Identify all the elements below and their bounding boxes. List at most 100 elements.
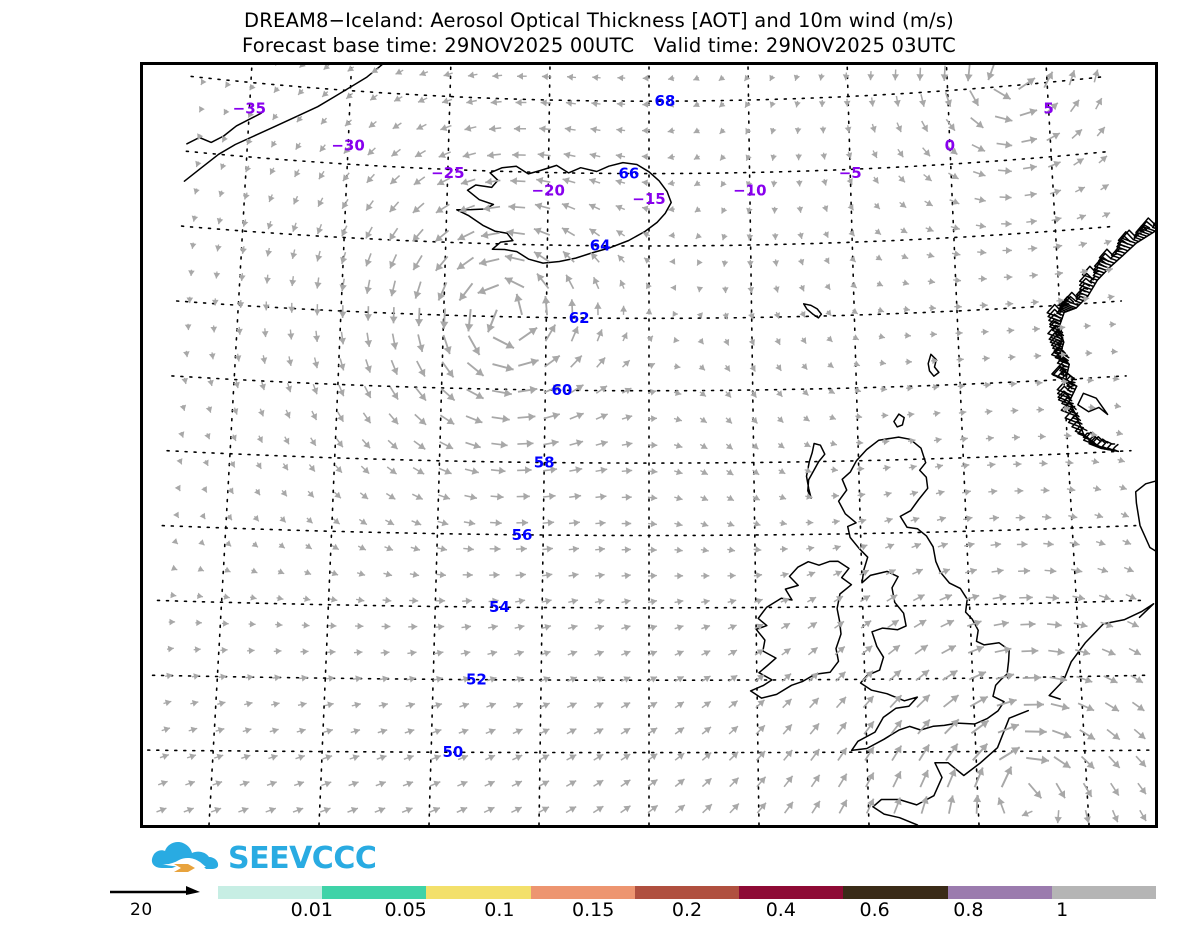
wind-vector-head [217,727,225,734]
wind-vector-head [599,385,607,393]
wind-vector [352,675,362,683]
wind-vector [515,597,526,605]
wind-vector [273,647,282,655]
wind-vector [752,468,760,476]
wind-vector-head [208,353,216,360]
wind-vector [277,568,285,575]
wind-vector [156,806,167,814]
wind-vector [674,804,686,814]
cloud-shape [151,841,219,869]
wind-vector [592,276,600,290]
wind-vector-head [885,491,892,498]
wind-vector [844,125,852,133]
wind-vector-head [720,180,727,187]
wind-vector [933,436,942,444]
wind-vector-head [295,142,302,150]
wind-vector [728,751,739,761]
wind-vector [238,807,249,814]
wind-vector [621,493,632,501]
wind-vector [989,514,1000,522]
wind-vector-head [868,100,876,107]
wind-vector-head [552,412,560,420]
wind-vector [506,228,525,237]
colorbar-tick-label: 0.1 [484,899,515,921]
wind-vector-head [823,257,830,264]
wind-vector [1069,99,1080,113]
wind-vector-head [596,780,604,787]
wind-vector [200,78,207,86]
wind-vector [508,203,526,211]
wind-vector [179,404,187,411]
wind-vector-head [215,780,223,787]
wind-vector [596,356,606,368]
wind-vector [411,228,424,242]
wind-vector-head [822,231,829,238]
wind-vector-head [1062,760,1071,768]
wind-vector [621,650,631,657]
wind-vector [968,671,987,681]
wind-vector [266,221,274,230]
wind-vector [753,546,762,553]
wind-vector-head [774,338,781,345]
wind-vector [369,94,378,101]
wind-vector-head [442,493,450,501]
wind-vector [847,203,855,211]
wind-vector [1019,593,1033,602]
wind-vector-head [1081,268,1088,276]
wind-vector-head [505,363,514,372]
wind-vector-head [189,242,197,249]
wind-vector-head [296,807,304,814]
wind-vector [673,363,681,370]
wind-vector-head [1087,732,1095,740]
wind-vector-head [867,74,875,81]
wind-vector-head [418,96,425,103]
wind-vector-head [859,518,867,525]
wind-vector [365,200,374,212]
wind-vector-head [693,127,701,134]
wind-vector-head [914,542,921,550]
wind-vector [964,541,975,549]
wind-vector-head [596,702,604,709]
wind-vector-head [729,624,737,631]
wind-vector [939,594,953,601]
wind-vector-head [989,461,996,469]
wind-vector [543,466,558,474]
wind-vector-head [675,389,682,396]
wind-vector-head [174,484,181,492]
wind-vector-head [205,406,213,413]
wind-vector-head [842,74,850,81]
wind-vector [1086,376,1094,384]
meridian-line [208,65,253,825]
wind-vector-head [510,177,517,185]
wind-vector [674,701,685,709]
wind-vector [337,384,345,397]
wind-vector [615,204,626,212]
wind-vector-head [293,197,300,205]
wind-vector [867,71,875,81]
wind-vector-head [569,702,577,709]
wind-vector [213,271,221,279]
wind-vector [416,334,425,353]
wind-vector [406,675,416,683]
parallel-line [171,375,1127,392]
wind-vector [669,258,676,265]
wind-vector-head [1105,621,1114,629]
wind-vector [512,728,523,735]
wind-vector [948,172,959,180]
wind-vector-head [1026,78,1035,86]
wind-vector [873,202,881,210]
wind-vector-head [625,467,633,475]
wind-vector [244,700,253,708]
wind-vector [374,807,386,814]
wind-vector-head [244,727,252,734]
wind-vector-head [703,650,711,657]
wind-vector-head [1004,766,1013,776]
wind-vector [957,382,966,390]
wind-vector-head [1058,790,1065,799]
wind-vector [751,416,758,424]
wind-vector-head [795,154,802,161]
wind-vector-head [881,385,888,393]
wind-vector [777,442,785,449]
wind-arrow-icon [110,886,200,895]
wind-vector [616,100,626,108]
